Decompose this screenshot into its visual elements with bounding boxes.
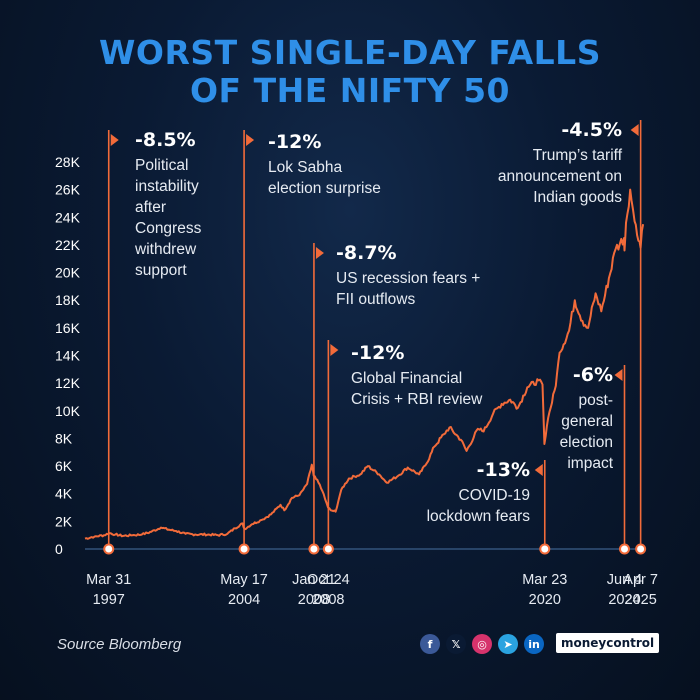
x-date-label: 1997 (93, 592, 125, 608)
title-line-2: OF THE NIFTY 50 (189, 71, 510, 110)
annotation-description: election surprise (268, 180, 381, 197)
x-date-label: Jan 21 (292, 572, 336, 588)
annotation-arrow (534, 464, 543, 476)
x-date-label: 2008 (298, 592, 330, 608)
annotation-arrow (330, 344, 339, 356)
x-date-label: 2024 (608, 592, 640, 608)
date-marker (322, 543, 334, 555)
annotation-description: after (135, 199, 166, 216)
series-line (84, 188, 645, 540)
annotation-description: Congress (135, 220, 202, 237)
y-tick-label: 2K (55, 513, 73, 529)
annotation-description: post- (579, 392, 613, 409)
annotation-description: Crisis + RBI review (351, 391, 483, 408)
y-tick-label: 14K (55, 348, 81, 364)
y-tick-label: 28K (55, 154, 81, 170)
y-tick-label: 16K (55, 320, 81, 336)
y-tick-label: 26K (55, 182, 81, 198)
y-tick-label: 24K (55, 209, 81, 225)
brand-logo: moneycontrol (556, 633, 660, 653)
annotation-arrow (315, 247, 324, 259)
annotation-percent: -12% (351, 342, 404, 364)
annotation-description: impact (567, 455, 613, 472)
x-date-label: Oct 24 (307, 572, 350, 588)
date-marker (103, 543, 115, 555)
date-marker (238, 543, 250, 555)
date-marker (539, 543, 551, 555)
date-marker (635, 543, 647, 555)
x-date-label: Mar 23 (522, 572, 567, 588)
x-date-label: 2008 (312, 592, 344, 608)
annotation-description: Global Financial (351, 370, 462, 387)
annotation-description: Lok Sabha (268, 159, 342, 176)
y-tick-label: 6K (55, 458, 73, 474)
annotation-arrow (630, 124, 639, 136)
date-marker (308, 543, 320, 555)
annotation-arrow (246, 134, 255, 146)
annotation-percent: -12% (268, 131, 321, 153)
annotation-percent: -8.5% (135, 129, 196, 151)
annotation-description: withdrew (134, 241, 197, 258)
annotation-description: general (561, 413, 613, 430)
x-date-label: Apr 7 (623, 572, 658, 588)
annotation-description: Indian goods (533, 189, 622, 206)
annotation-description: support (135, 262, 187, 279)
annotation-description: instability (135, 178, 199, 195)
annotation-arrow (614, 369, 623, 381)
linkedin-icon[interactable]: in (524, 634, 544, 654)
telegram-icon[interactable]: ➤ (498, 634, 518, 654)
annotation-description: US recession fears + (336, 270, 480, 287)
y-tick-label: 12K (55, 375, 81, 391)
x-date-label: 2025 (625, 592, 657, 608)
annotation-percent: -8.7% (336, 242, 397, 264)
annotation-description: COVID-19 (459, 487, 531, 504)
y-tick-label: 20K (55, 265, 81, 281)
y-tick-label: 8K (55, 430, 73, 446)
facebook-icon[interactable]: f (420, 634, 440, 654)
annotation-description: election (560, 434, 613, 451)
annotation-description: FII outflows (336, 291, 415, 308)
annotation-arrow (110, 134, 119, 146)
date-marker (618, 543, 630, 555)
y-tick-label: 18K (55, 292, 81, 308)
title-line-1: WORST SINGLE-DAY FALLS (99, 33, 601, 72)
chart-title: WORST SINGLE-DAY FALLS OF THE NIFTY 50 (0, 34, 700, 110)
annotation-description: lockdown fears (427, 508, 531, 525)
y-tick-label: 4K (55, 486, 73, 502)
social-icons: f 𝕏 ◎ ➤ in (420, 634, 544, 654)
x-date-label: 2004 (228, 592, 260, 608)
annotation-percent: -13% (477, 459, 530, 481)
y-tick-label: 0 (55, 541, 63, 557)
x-date-label: Jun 4 (607, 572, 642, 588)
annotation-description: Trump’s tariff (533, 147, 623, 164)
annotation-percent: -6% (573, 364, 613, 386)
instagram-icon[interactable]: ◎ (472, 634, 492, 654)
x-date-label: Mar 31 (86, 572, 131, 588)
y-tick-label: 10K (55, 403, 81, 419)
annotation-description: Political (135, 157, 188, 174)
x-date-label: May 17 (220, 572, 268, 588)
source-note: Source Bloomberg (57, 636, 182, 653)
y-tick-label: 22K (55, 237, 81, 253)
x-date-label: 2020 (529, 592, 561, 608)
x-icon[interactable]: 𝕏 (446, 634, 466, 654)
annotation-description: announcement on (498, 168, 622, 185)
annotation-percent: -4.5% (561, 119, 622, 141)
